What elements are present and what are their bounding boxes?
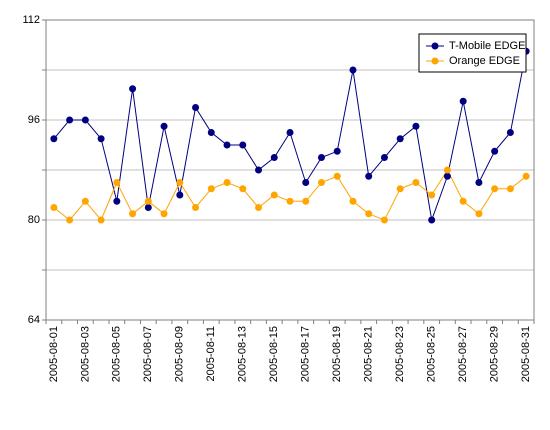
- data-point-series-1: [412, 179, 420, 186]
- y-tick-label: 64: [28, 314, 40, 326]
- data-point-series-0: [396, 135, 404, 143]
- data-point-series-1: [459, 197, 467, 205]
- data-point-series-1: [255, 204, 263, 211]
- data-point-series-0: [144, 204, 152, 211]
- data-point-series-0: [428, 216, 436, 224]
- data-point-series-1: [491, 185, 499, 193]
- data-point-series-0: [192, 104, 200, 111]
- data-point-series-0: [66, 116, 74, 124]
- y-tick-label: 80: [28, 214, 40, 226]
- x-tick-label: 2005-08-25: [426, 326, 438, 382]
- data-point-series-1: [380, 216, 388, 224]
- data-point-series-0: [475, 179, 483, 186]
- data-point-series-1: [302, 197, 310, 205]
- data-point-series-1: [239, 185, 247, 193]
- series-markers: [50, 47, 530, 224]
- data-point-series-0: [97, 135, 105, 143]
- data-point-series-0: [239, 141, 247, 149]
- legend-marker-orange: [431, 57, 439, 65]
- series-line-1: [53, 168, 527, 221]
- data-point-series-0: [223, 141, 231, 149]
- data-point-series-0: [506, 129, 514, 136]
- x-tick-label: 2005-08-31: [520, 326, 532, 382]
- plot-area-frame: [45, 19, 535, 321]
- data-point-series-1: [81, 197, 89, 205]
- data-point-series-1: [50, 204, 58, 211]
- legend-label-tmobile: T-Mobile EDGE: [449, 40, 525, 52]
- data-point-series-1: [129, 210, 137, 218]
- x-tick-label: 2005-08-19: [331, 326, 343, 382]
- data-point-series-1: [66, 216, 74, 224]
- data-point-series-1: [223, 179, 231, 186]
- y-tick-label: 112: [22, 14, 40, 26]
- x-tick-label: 2005-08-23: [394, 326, 406, 382]
- data-point-series-0: [302, 179, 310, 186]
- x-tick-label: 2005-08-13: [237, 326, 249, 382]
- y-tick-label: 96: [28, 114, 40, 126]
- x-axis-ticks: 2005-08-01 2005-08-03 2005-08-05 2005-08-07…: [45, 320, 535, 382]
- data-point-series-0: [255, 166, 263, 174]
- data-point-series-0: [491, 147, 499, 155]
- data-point-series-0: [443, 172, 451, 180]
- data-point-series-1: [475, 210, 483, 218]
- x-tick-label: 2005-08-01: [48, 326, 60, 382]
- data-point-series-0: [412, 122, 420, 130]
- data-point-series-1: [365, 210, 373, 218]
- data-point-series-1: [522, 172, 530, 180]
- data-point-series-1: [443, 166, 451, 174]
- data-point-series-1: [286, 197, 294, 205]
- x-tick-label: 2005-08-11: [205, 326, 217, 381]
- data-point-series-0: [459, 97, 467, 105]
- data-point-series-0: [113, 197, 121, 205]
- data-point-series-0: [176, 191, 184, 199]
- data-point-series-1: [176, 179, 184, 186]
- data-point-series-1: [192, 204, 200, 211]
- x-tick-label: 2005-08-03: [79, 326, 91, 382]
- data-point-series-0: [50, 135, 58, 143]
- data-point-series-1: [333, 172, 341, 180]
- data-point-series-0: [207, 129, 215, 136]
- data-point-series-1: [428, 191, 436, 199]
- data-point-series-0: [81, 116, 89, 124]
- legend-box: [418, 33, 527, 73]
- x-tick-label: 2005-08-17: [300, 326, 312, 382]
- x-tick-label: 2005-08-15: [268, 326, 280, 382]
- data-point-series-1: [506, 185, 514, 193]
- x-tick-label: 2005-08-29: [489, 326, 501, 382]
- data-point-series-0: [333, 147, 341, 155]
- y-axis-ticks: 64 80 96 112: [22, 14, 46, 326]
- x-tick-label: 2005-08-27: [457, 326, 469, 382]
- data-point-series-0: [349, 66, 357, 74]
- x-tick-label: 2005-08-09: [174, 326, 186, 382]
- data-point-series-0: [380, 154, 388, 161]
- data-point-series-0: [160, 122, 168, 130]
- data-point-series-0: [129, 85, 137, 93]
- data-point-series-1: [144, 197, 152, 205]
- legend: T-Mobile EDGE Orange EDGE: [418, 33, 527, 73]
- data-point-series-0: [317, 154, 325, 161]
- data-point-series-0: [286, 129, 294, 136]
- data-point-series-0: [270, 154, 278, 161]
- data-point-series-1: [270, 191, 278, 199]
- legend-marker-tmobile: [431, 42, 439, 50]
- x-tick-label: 2005-08-21: [363, 326, 375, 382]
- data-point-series-1: [113, 179, 121, 186]
- data-point-series-0: [365, 172, 373, 180]
- x-tick-label: 2005-08-07: [142, 326, 154, 382]
- data-point-series-1: [396, 185, 404, 193]
- data-point-series-1: [97, 216, 105, 224]
- data-point-series-1: [317, 179, 325, 186]
- data-point-series-1: [207, 185, 215, 193]
- data-point-series-1: [160, 210, 168, 218]
- x-tick-label: 2005-08-05: [111, 326, 123, 382]
- legend-label-orange: Orange EDGE: [449, 55, 520, 67]
- data-point-series-1: [349, 197, 357, 205]
